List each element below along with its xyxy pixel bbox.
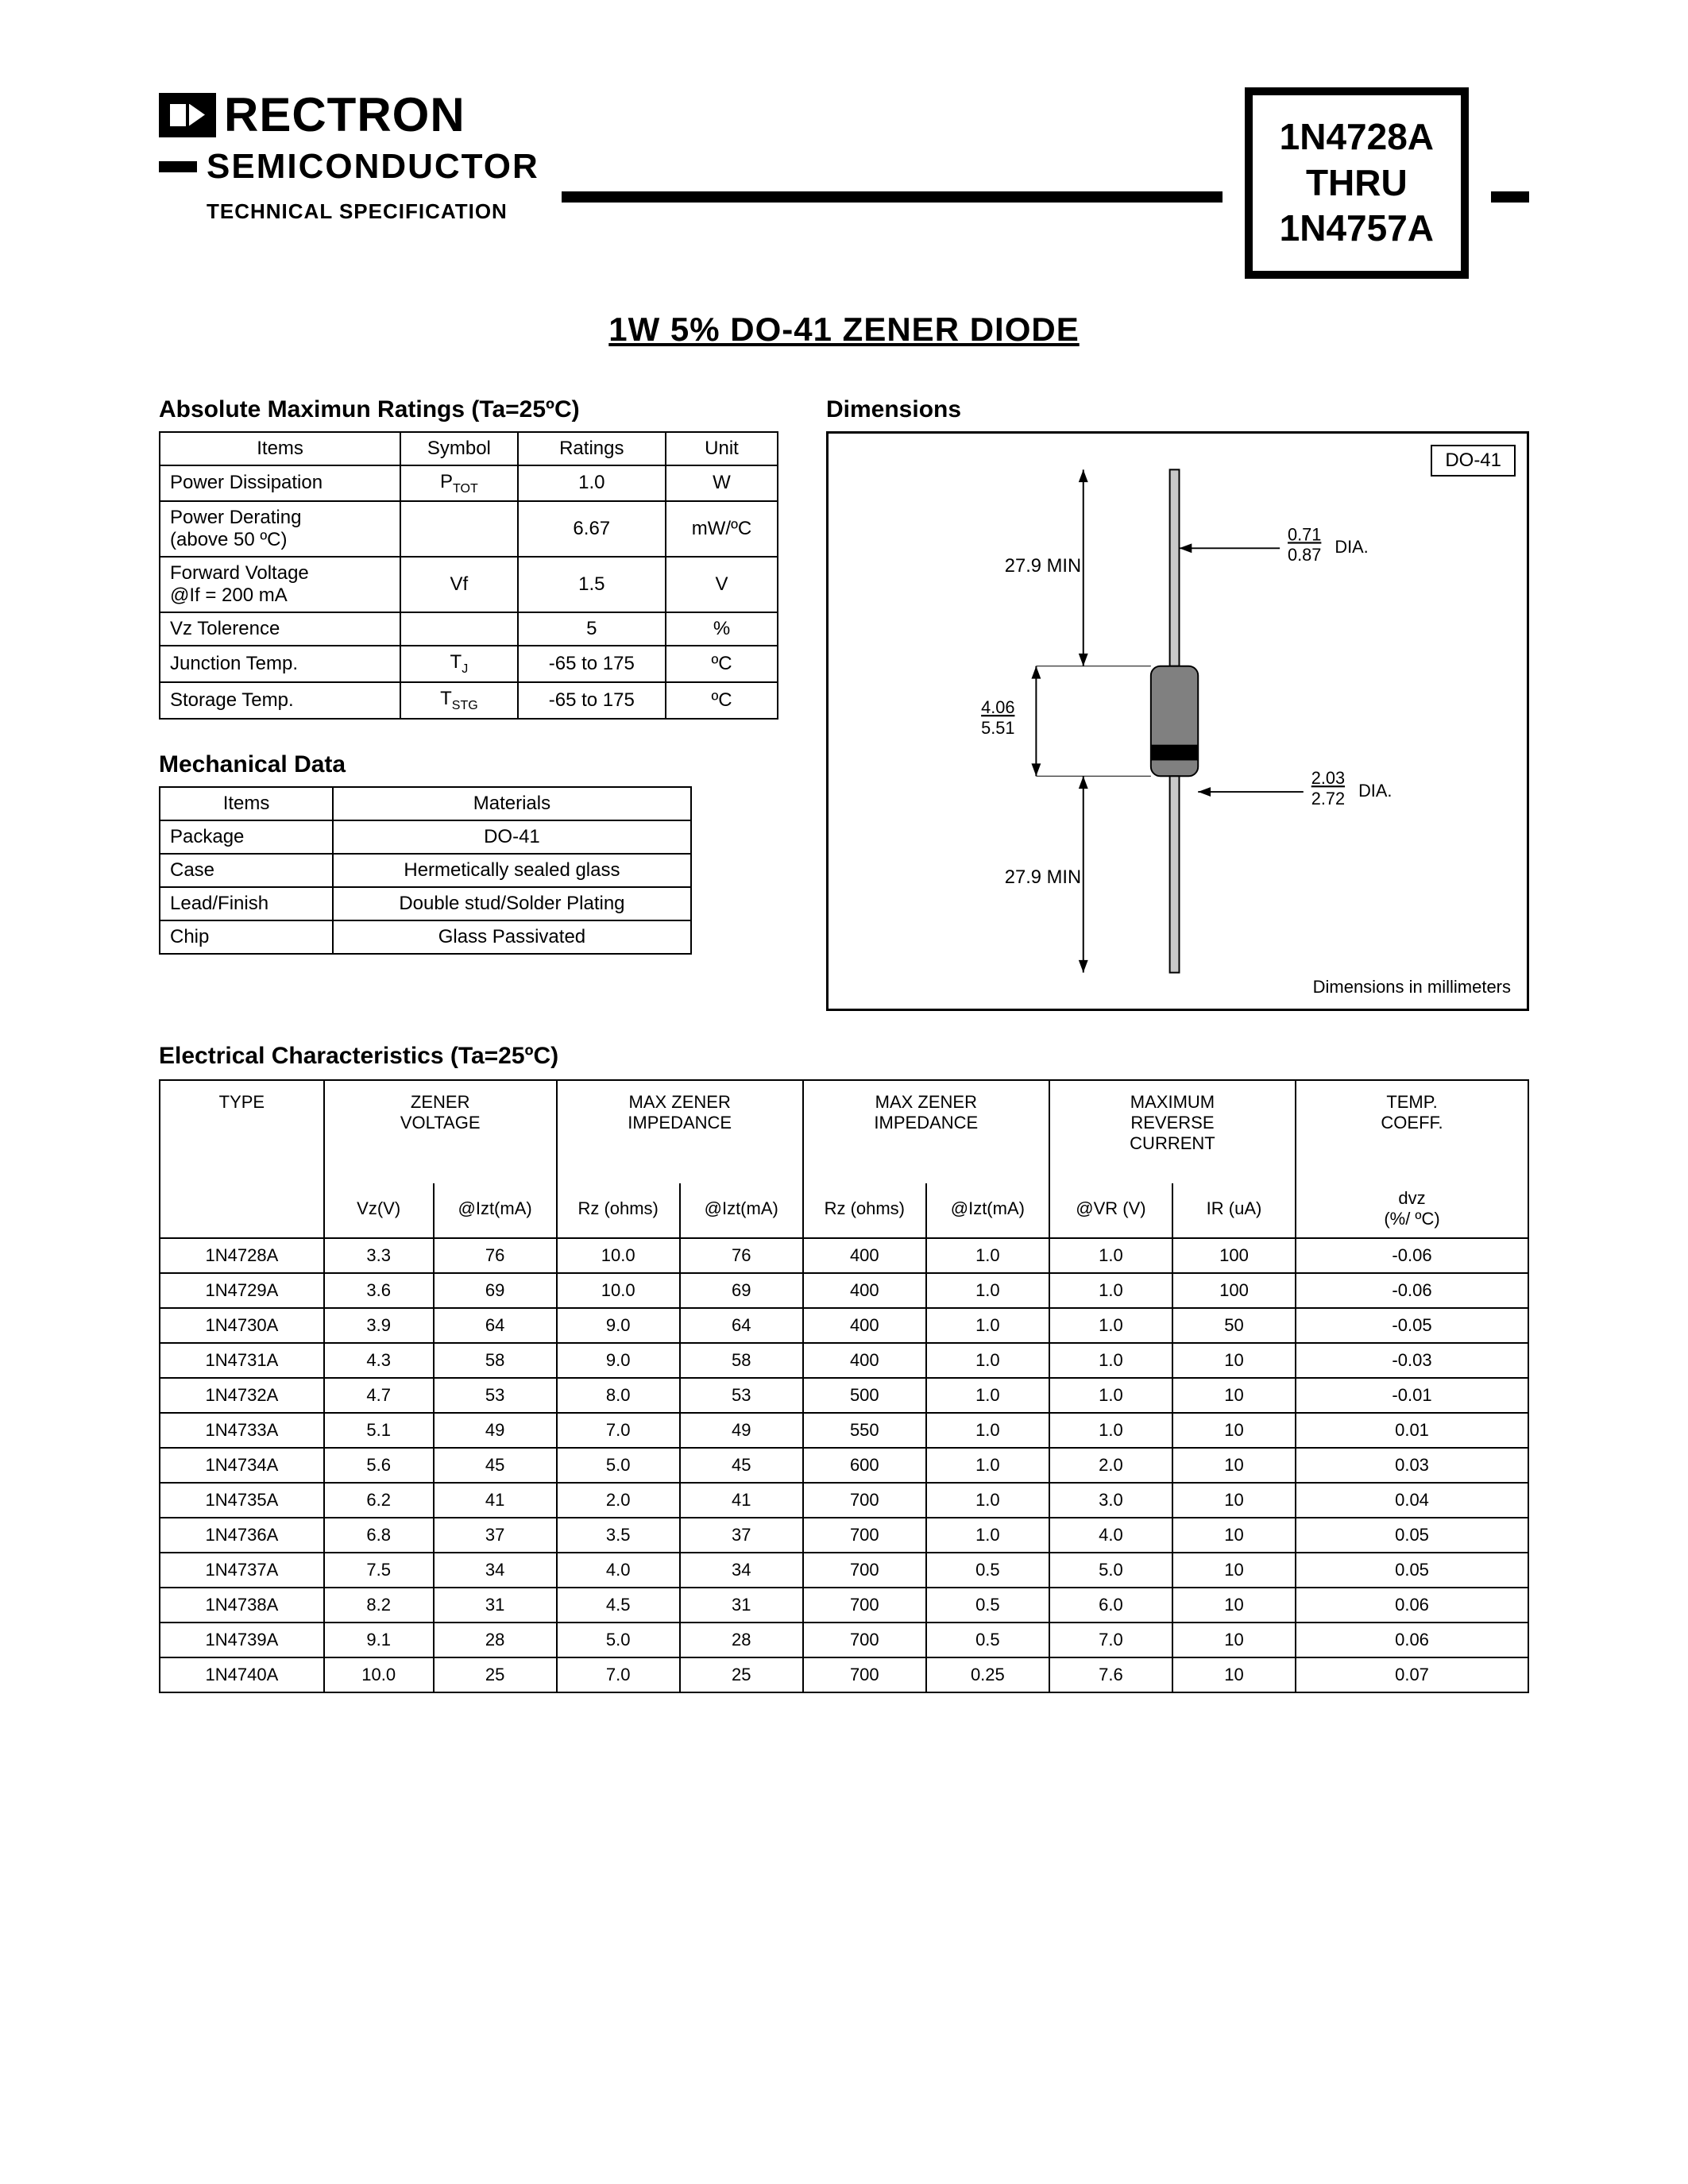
svg-text:4.06: 4.06 — [981, 697, 1014, 717]
ec-sub-header: @Izt(mA) — [434, 1183, 557, 1238]
mechanical-heading: Mechanical Data — [159, 751, 778, 778]
rule-right — [1491, 191, 1529, 203]
ec-sub-header — [160, 1183, 324, 1238]
table-row: Vz Tolerence5% — [160, 612, 778, 646]
table-row: 1N4733A5.1497.0495501.01.0100.01 — [160, 1413, 1528, 1448]
ec-sub-header: Rz (ohms) — [803, 1183, 926, 1238]
part-mid: THRU — [1280, 160, 1434, 206]
doc-title: 1W 5% DO-41 ZENER DIODE — [159, 311, 1529, 349]
table-row: 1N4730A3.9649.0644001.01.050-0.05 — [160, 1308, 1528, 1343]
svg-text:0.87: 0.87 — [1288, 545, 1321, 565]
part-bot: 1N4757A — [1280, 206, 1434, 252]
rule-middle — [562, 191, 1223, 203]
table-row: Storage Temp.TSTG-65 to 175ºC — [160, 682, 778, 719]
ec-sub-header: @Izt(mA) — [680, 1183, 803, 1238]
svg-text:0.71: 0.71 — [1288, 524, 1321, 544]
dimensions-note: Dimensions in millimeters — [1313, 977, 1511, 997]
table-row: 1N4736A6.8373.5377001.04.0100.05 — [160, 1518, 1528, 1553]
mechanical-table: ItemsMaterials PackageDO-41CaseHermetica… — [159, 786, 692, 955]
part-number-box: 1N4728A THRU 1N4757A — [1245, 87, 1469, 279]
svg-text:DIA.: DIA. — [1358, 780, 1392, 800]
electrical-heading: Electrical Characteristics (Ta=25ºC) — [159, 1043, 1529, 1070]
table-row: 1N4737A7.5344.0347000.55.0100.05 — [160, 1553, 1528, 1588]
dimensions-heading: Dimensions — [826, 396, 1529, 423]
tech-spec-label: TECHNICAL SPECIFICATION — [207, 199, 539, 224]
table-row: PackageDO-41 — [160, 820, 691, 854]
table-row: 1N4738A8.2314.5317000.56.0100.06 — [160, 1588, 1528, 1623]
table-row: Power Derating(above 50 ºC)6.67mW/ºC — [160, 501, 778, 557]
electrical-table: TYPEZENERVOLTAGEMAX ZENERIMPEDANCEMAX ZE… — [159, 1079, 1529, 1693]
table-row: ChipGlass Passivated — [160, 920, 691, 954]
svg-text:DIA.: DIA. — [1335, 537, 1368, 557]
svg-text:2.03: 2.03 — [1311, 768, 1345, 788]
mech-col: Materials — [333, 787, 691, 820]
svg-text:2.72: 2.72 — [1311, 788, 1345, 808]
ratings-col: Symbol — [400, 432, 517, 465]
table-row: 1N4735A6.2412.0417001.03.0100.04 — [160, 1483, 1528, 1518]
table-row: 1N4740A10.0257.0257000.257.6100.07 — [160, 1657, 1528, 1692]
ec-group-header: TEMP.COEFF. — [1296, 1080, 1528, 1183]
ec-sub-header: IR (uA) — [1172, 1183, 1296, 1238]
table-row: 1N4732A4.7538.0535001.01.010-0.01 — [160, 1378, 1528, 1413]
ratings-col: Unit — [666, 432, 778, 465]
header: RECTRON SEMICONDUCTOR TECHNICAL SPECIFIC… — [159, 87, 1529, 279]
ec-sub-header: @VR (V) — [1049, 1183, 1172, 1238]
table-row: Forward Voltage@If = 200 mAVf1.5V — [160, 557, 778, 612]
ratings-col: Ratings — [518, 432, 666, 465]
package-label: DO-41 — [1431, 445, 1516, 477]
ec-group-header: MAX ZENERIMPEDANCE — [803, 1080, 1049, 1183]
table-row: 1N4739A9.1285.0287000.57.0100.06 — [160, 1623, 1528, 1657]
table-row: Junction Temp.TJ-65 to 175ºC — [160, 646, 778, 682]
ec-group-header: ZENERVOLTAGE — [324, 1080, 557, 1183]
brand-name: RECTRON — [224, 87, 465, 142]
rectron-logo-icon — [159, 93, 216, 137]
table-row: CaseHermetically sealed glass — [160, 854, 691, 887]
table-row: 1N4728A3.37610.0764001.01.0100-0.06 — [160, 1238, 1528, 1273]
logo-block: RECTRON SEMICONDUCTOR TECHNICAL SPECIFIC… — [159, 87, 539, 279]
table-row: 1N4731A4.3589.0584001.01.010-0.03 — [160, 1343, 1528, 1378]
table-row: 1N4734A5.6455.0456001.02.0100.03 — [160, 1448, 1528, 1483]
table-row: 1N4729A3.66910.0694001.01.0100-0.06 — [160, 1273, 1528, 1308]
ec-sub-header: dvz(%/ ºC) — [1296, 1183, 1528, 1238]
ratings-col: Items — [160, 432, 400, 465]
ec-sub-header: Rz (ohms) — [557, 1183, 680, 1238]
table-row: Power DissipationPTOT1.0W — [160, 465, 778, 502]
part-top: 1N4728A — [1280, 114, 1434, 160]
ec-group-header: TYPE — [160, 1080, 324, 1183]
sub-brand: SEMICONDUCTOR — [207, 147, 539, 187]
ec-sub-header: @Izt(mA) — [926, 1183, 1049, 1238]
ratings-table: ItemsSymbolRatingsUnit Power Dissipation… — [159, 431, 778, 720]
mech-col: Items — [160, 787, 333, 820]
ratings-heading: Absolute Maximun Ratings (Ta=25ºC) — [159, 396, 778, 423]
rule-left — [159, 161, 197, 172]
svg-text:27.9 MIN: 27.9 MIN — [1005, 866, 1081, 887]
ec-group-header: MAX ZENERIMPEDANCE — [557, 1080, 803, 1183]
dim-top-lead: 27.9 MIN — [1005, 555, 1081, 576]
table-row: Lead/FinishDouble stud/Solder Plating — [160, 887, 691, 920]
ec-group-header: MAXIMUMREVERSECURRENT — [1049, 1080, 1296, 1183]
dimensions-diagram: DO-41 27.9 MIN 0.71 0.87 DIA. — [826, 431, 1529, 1011]
ec-sub-header: Vz(V) — [324, 1183, 434, 1238]
diode-outline-icon: 27.9 MIN 0.71 0.87 DIA. 4.06 5.51 2.03 — [840, 445, 1516, 997]
svg-text:5.51: 5.51 — [981, 717, 1014, 737]
